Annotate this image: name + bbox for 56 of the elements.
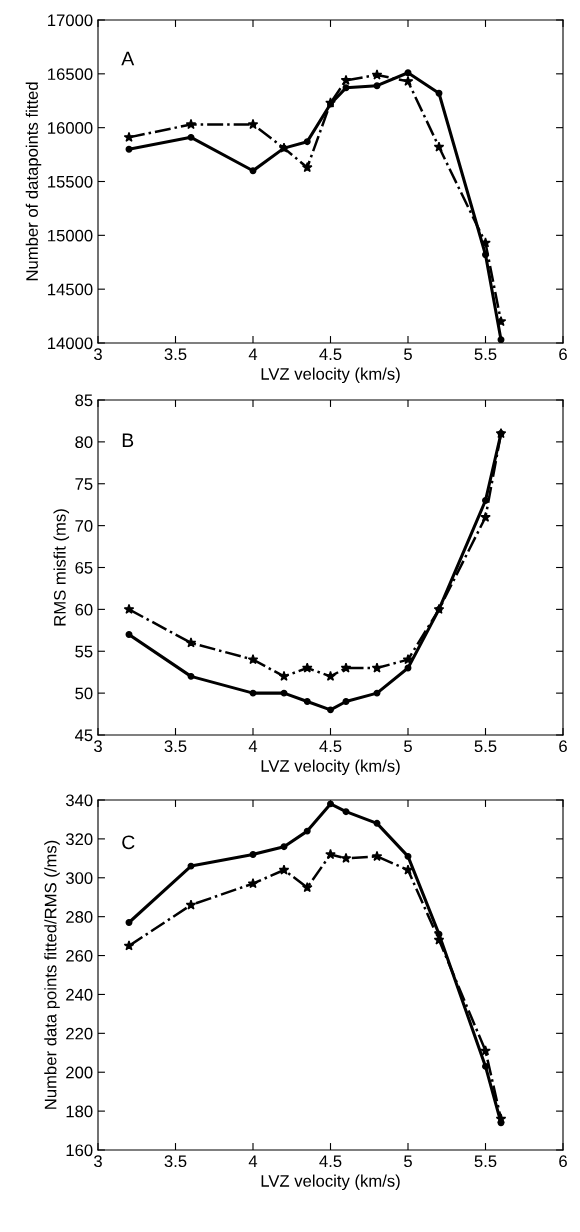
x-tick-label: 6 bbox=[559, 740, 567, 753]
x-tick-label: 3 bbox=[94, 1155, 102, 1168]
y-axis-title: Number data points fitted/RMS (/ms) bbox=[44, 840, 60, 1109]
y-tick-label: 45 bbox=[74, 729, 93, 742]
x-tick-label: 4.5 bbox=[319, 1155, 342, 1168]
y-tick-label: 15500 bbox=[48, 175, 93, 188]
x-tick-label: 5 bbox=[404, 348, 412, 361]
x-tick-label: 5 bbox=[404, 1155, 412, 1168]
x-tick-label: 3.5 bbox=[164, 348, 187, 361]
x-tick-label: 4 bbox=[248, 1155, 258, 1167]
y-axis-title: RMS misfit (ms) bbox=[53, 509, 70, 626]
x-tick-label: 6 bbox=[559, 348, 567, 361]
y-tick-label: 14000 bbox=[48, 337, 93, 350]
x-tick-label: 3.5 bbox=[164, 1155, 187, 1168]
y-tick-label: 240 bbox=[66, 988, 93, 1001]
x-tick-label: 4 bbox=[248, 740, 258, 752]
y-tick-label: 65 bbox=[75, 561, 93, 574]
annotation: B bbox=[122, 433, 134, 447]
y-tick-label: 220 bbox=[66, 1027, 93, 1040]
y-tick-label: 80 bbox=[75, 436, 93, 449]
y-tick-label: 340 bbox=[65, 794, 93, 807]
y-tick-label: 50 bbox=[75, 687, 93, 700]
x-tick-label: 5 bbox=[404, 740, 412, 753]
y-tick-label: 16500 bbox=[48, 68, 93, 81]
y-axis-title: Number of datapoints fitted bbox=[25, 82, 42, 281]
x-tick-label: 3.5 bbox=[164, 740, 187, 753]
y-tick-label: 70 bbox=[75, 520, 93, 532]
x-axis-title: LVZ velocity (km/s) bbox=[261, 759, 400, 776]
x-tick-label: 4.5 bbox=[319, 740, 342, 753]
x-tick-label: 5.5 bbox=[474, 1155, 497, 1168]
y-tick-label: 280 bbox=[66, 911, 93, 923]
y-tick-label: 60 bbox=[75, 603, 93, 616]
y-tick-label: 75 bbox=[75, 478, 93, 490]
y-tick-label: 16000 bbox=[48, 122, 93, 134]
y-tick-label: 14500 bbox=[48, 283, 93, 296]
y-tick-label: 200 bbox=[66, 1066, 93, 1079]
annotation: A bbox=[121, 51, 135, 66]
x-tick-label: 4.5 bbox=[319, 348, 342, 361]
y-tick-label: 300 bbox=[65, 872, 93, 884]
x-tick-label: 4 bbox=[248, 348, 258, 360]
y-tick-label: 320 bbox=[65, 833, 93, 846]
x-axis-title: LVZ velocity (km/s) bbox=[261, 1174, 400, 1191]
y-tick-label: 17000 bbox=[48, 14, 93, 27]
y-tick-label: 15000 bbox=[48, 229, 93, 242]
x-tick-label: 3 bbox=[94, 740, 102, 753]
y-tick-label: 160 bbox=[66, 1144, 93, 1157]
x-tick-label: 6 bbox=[559, 1155, 567, 1168]
y-tick-label: 85 bbox=[75, 394, 93, 407]
annotation: C bbox=[122, 835, 135, 850]
y-tick-label: 260 bbox=[66, 949, 93, 962]
x-tick-label: 5.5 bbox=[474, 740, 497, 753]
y-tick-label: 55 bbox=[75, 645, 93, 658]
x-tick-label: 3 bbox=[94, 348, 102, 361]
y-tick-label: 180 bbox=[66, 1105, 93, 1118]
x-tick-label: 5.5 bbox=[474, 348, 497, 361]
x-axis-title: LVZ velocity (km/s) bbox=[261, 367, 400, 384]
